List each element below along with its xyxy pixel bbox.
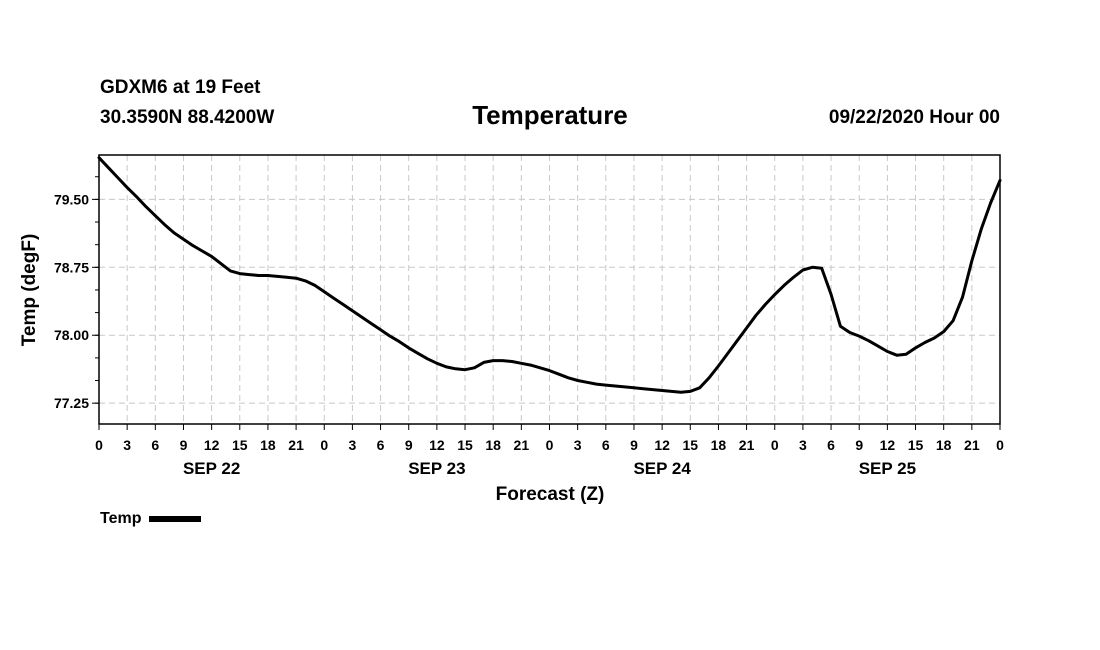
- grid: [99, 155, 1000, 424]
- x-tick-label: 3: [799, 437, 807, 453]
- x-tick-label: 18: [711, 437, 727, 453]
- x-tick-label: 0: [546, 437, 554, 453]
- x-tick-label: 18: [485, 437, 501, 453]
- legend-label: Temp: [100, 510, 142, 527]
- x-axis-title: Forecast (Z): [496, 484, 605, 505]
- x-tick-label: 12: [204, 437, 220, 453]
- series-layer: [97, 156, 1002, 394]
- run-time-label: 09/22/2020 Hour 00: [828, 107, 1000, 128]
- legend-line-swatch: [149, 515, 202, 522]
- x-tick-label: 0: [771, 437, 779, 453]
- y-tick-label: 78.00: [54, 327, 89, 343]
- x-tick-label: 9: [180, 437, 188, 453]
- y-tick-label: 78.75: [54, 259, 89, 275]
- x-tick-label: 6: [602, 437, 610, 453]
- x-tick-label: 12: [429, 437, 445, 453]
- x-day-label: SEP 24: [633, 459, 691, 478]
- y-axis-title: Temp (degF): [19, 234, 40, 347]
- x-tick-label: 0: [95, 437, 103, 453]
- legend: Temp: [100, 510, 202, 528]
- x-tick-label: 12: [654, 437, 670, 453]
- x-tick-label: 3: [123, 437, 131, 453]
- x-tick-label: 12: [880, 437, 896, 453]
- x-tick-label: 3: [349, 437, 357, 453]
- x-tick-label: 9: [855, 437, 863, 453]
- x-tick-label: 0: [320, 437, 328, 453]
- x-tick-label: 21: [288, 437, 304, 453]
- x-tick-label: 15: [232, 437, 248, 453]
- x-day-label: SEP 22: [183, 459, 240, 478]
- station-label: GDXM6 at 19 Feet: [100, 77, 261, 98]
- x-tick-label: 21: [964, 437, 980, 453]
- x-tick-label: 6: [377, 437, 385, 453]
- x-tick-label: 9: [405, 437, 413, 453]
- x-tick-label: 15: [682, 437, 698, 453]
- x-tick-label: 9: [630, 437, 638, 453]
- x-tick-label: 21: [739, 437, 755, 453]
- x-tick-label: 6: [827, 437, 835, 453]
- coordinates-label: 30.3590N 88.4200W: [100, 107, 275, 128]
- x-tick-label: 15: [457, 437, 473, 453]
- x-tick-label: 15: [908, 437, 924, 453]
- y-tick-label: 79.50: [54, 191, 89, 207]
- x-day-label: SEP 25: [859, 459, 916, 478]
- y-tick-label: 77.25: [54, 395, 89, 411]
- x-tick-label: 21: [514, 437, 530, 453]
- x-tick-label: 0: [996, 437, 1004, 453]
- x-day-label: SEP 23: [408, 459, 465, 478]
- x-tick-label: 3: [574, 437, 582, 453]
- chart-title: Temperature: [472, 100, 628, 130]
- x-tick-label: 18: [260, 437, 276, 453]
- axes: 0 3 6 9 12 15 18 21 0 3 6 9 12 15 18 21 0 3 6 9 12 15 18 21 0 3 6 9…: [54, 176, 1004, 478]
- x-tick-label: 6: [151, 437, 159, 453]
- x-tick-label: 18: [936, 437, 952, 453]
- series-line-temp: [97, 156, 1002, 394]
